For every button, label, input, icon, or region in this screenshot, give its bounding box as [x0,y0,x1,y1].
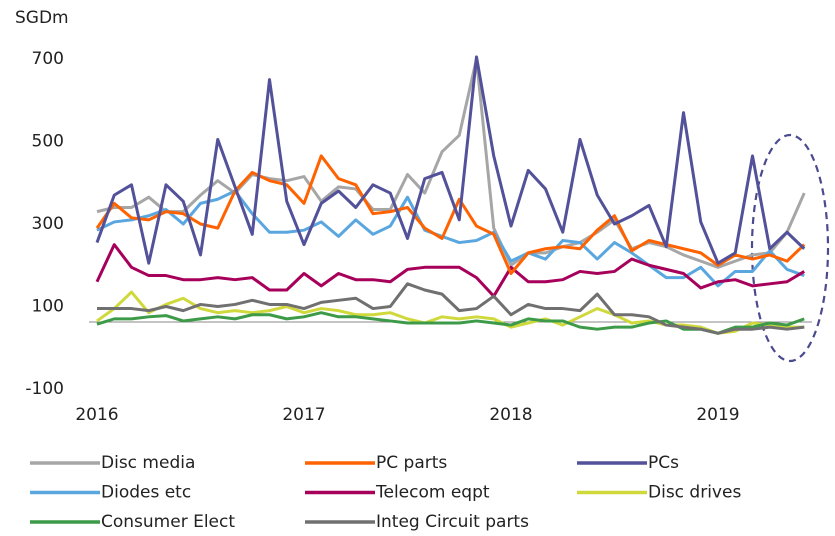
legend-label: PC parts [376,453,447,473]
legend-label: Integ Circuit parts [376,512,529,532]
y-tick-label: 100 [32,297,64,317]
y-tick-label: 300 [32,214,64,234]
series-line [95,55,806,265]
x-tick-label: 2017 [282,405,325,425]
series-line [95,243,806,298]
x-tick-label: 2016 [75,405,118,425]
legend-label: Disc drives [648,483,741,503]
y-tick-label: -100 [25,379,64,399]
series-line [95,154,806,275]
highlight-ellipse [750,133,830,363]
series-line [97,282,805,335]
legend-label: Consumer Elect [101,512,235,532]
y-tick-label: 500 [32,132,64,152]
series-line [96,57,806,269]
series-line [96,290,805,335]
x-tick-label: 2018 [489,405,532,425]
y-tick-label: 700 [32,49,64,69]
legend-label: Disc media [101,453,195,473]
legend-label: PCs [648,453,679,473]
legend-label: Diodes etc [101,483,191,503]
legend-label: Telecom eqpt [375,483,490,503]
x-tick-label: 2019 [696,405,739,425]
series-line [96,311,805,335]
y-axis-unit: SGDm [15,8,69,28]
